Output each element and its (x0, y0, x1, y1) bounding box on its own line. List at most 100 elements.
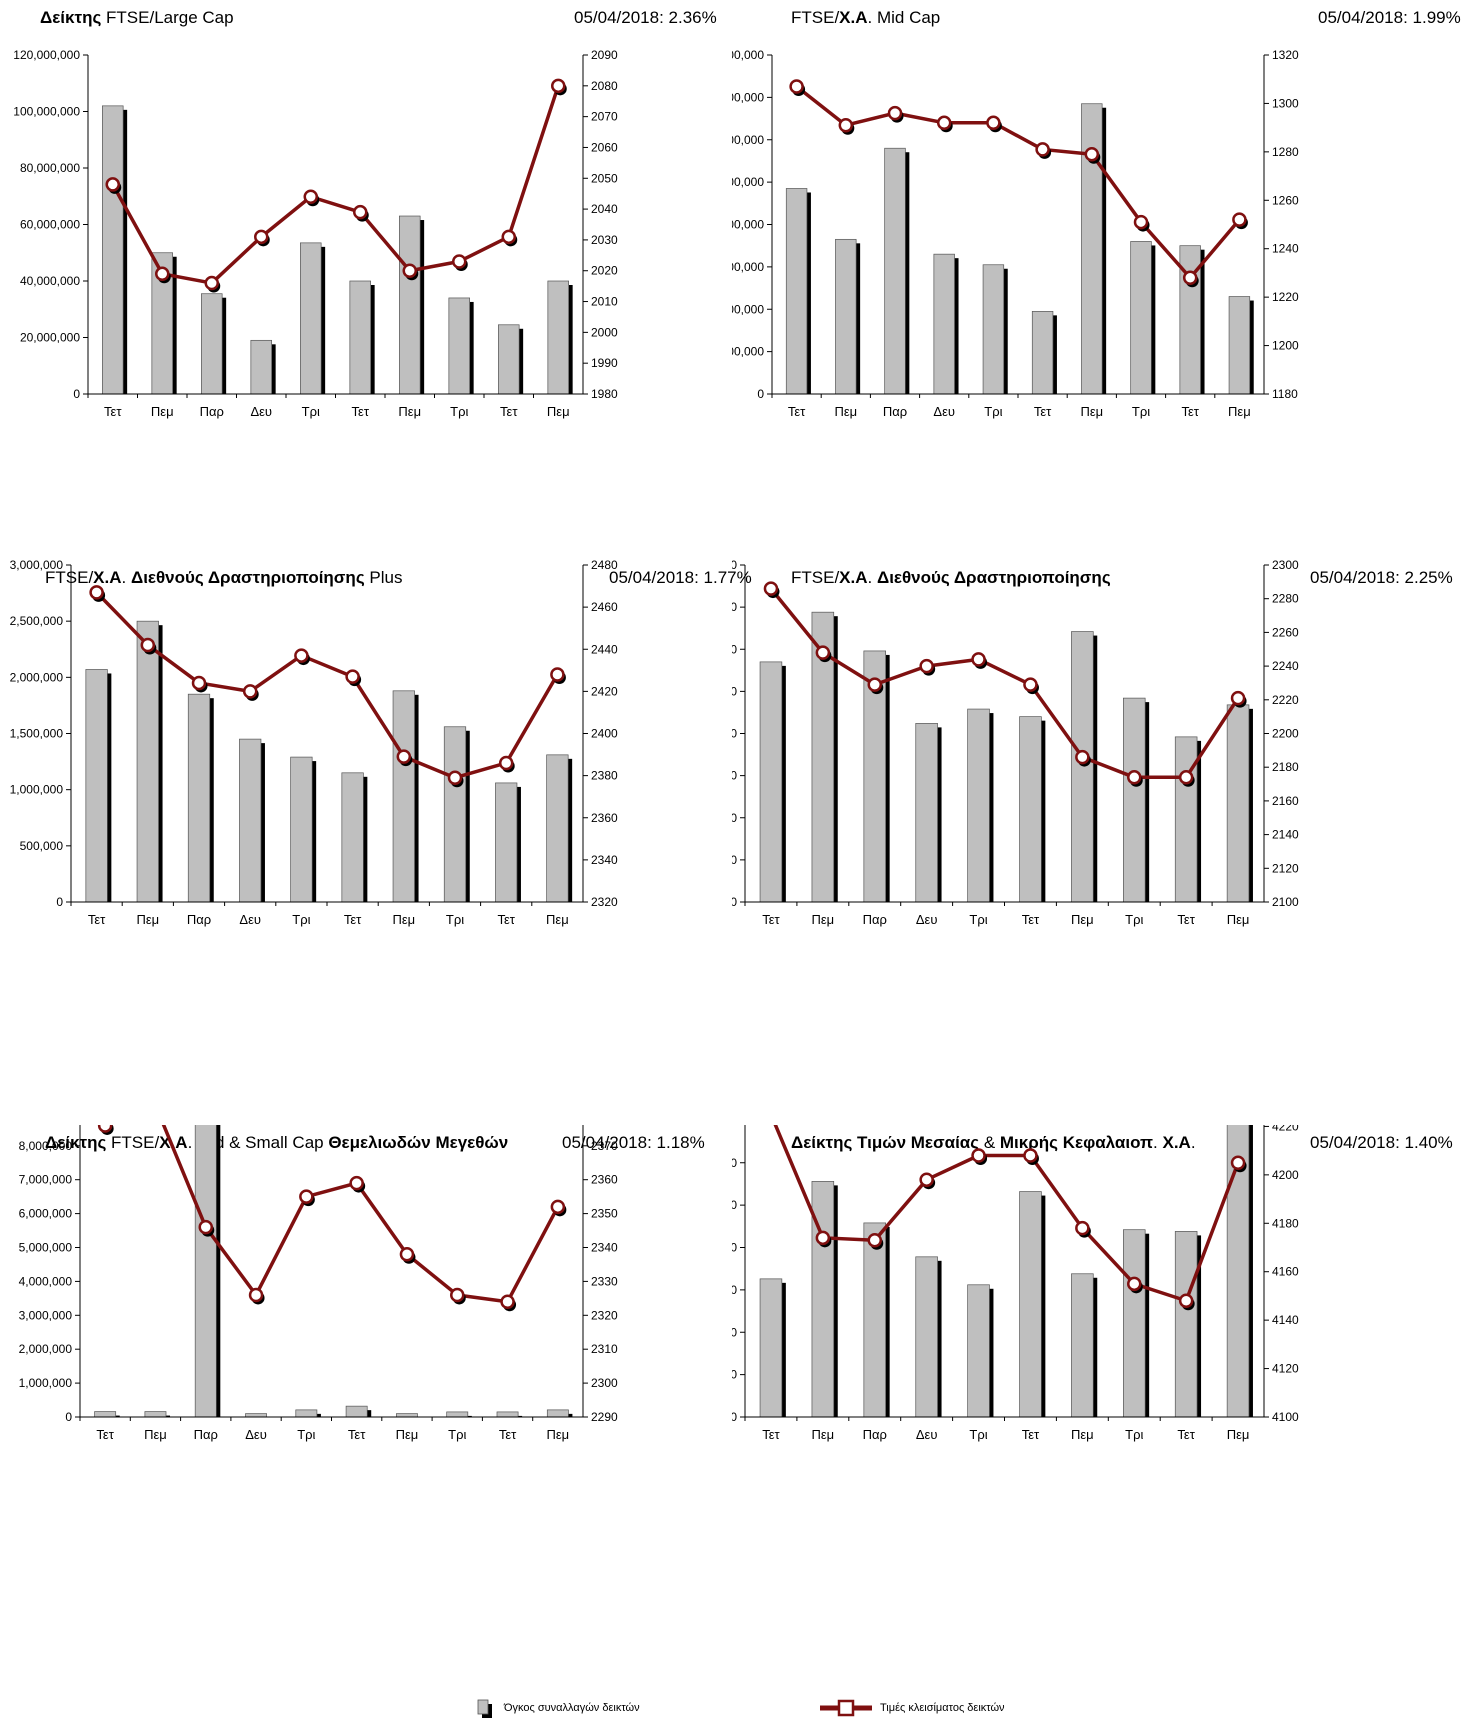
left-axis-tick-label: 0 (73, 387, 80, 401)
bar (290, 756, 313, 903)
x-axis-tick-label: Πεμ (546, 912, 569, 927)
price-marker (452, 254, 467, 269)
x-axis-tick-label: Τρι (448, 1427, 466, 1442)
left-axis-tick-label: 40,000,000 (20, 274, 80, 288)
x-axis-tick-label: Τετ (762, 912, 780, 927)
price-marker (1075, 749, 1090, 765)
left-axis-tick-label: 0 (65, 1410, 72, 1424)
x-axis-tick-label: Τετ (1034, 404, 1052, 419)
left-axis-tick-label: 0 (732, 895, 737, 909)
x-axis-tick-label: Τετ (348, 1427, 366, 1442)
bar (239, 738, 262, 903)
left-axis-tick-label: 5,000,000 (19, 1241, 73, 1255)
price-marker (450, 1287, 465, 1303)
left-axis-tick-label: 12,000,000 (732, 133, 764, 147)
left-axis-tick-label: 2,000,000 (732, 727, 737, 741)
bar (392, 690, 415, 903)
x-axis-tick-label: Τετ (500, 404, 518, 419)
x-axis-tick-label: Παρ (200, 404, 224, 419)
chart-title-segment: Χ.Α (93, 568, 122, 587)
x-axis-tick-label: Τετ (96, 1427, 114, 1442)
x-axis-tick-label: Παρ (883, 404, 907, 419)
chart-title-segment: Δείκτης (45, 1133, 107, 1152)
right-axis-tick-label: 1300 (1272, 96, 1299, 110)
left-axis-tick-label: 3,000,000 (10, 560, 64, 572)
left-axis-tick-label: 16,000,000 (732, 48, 764, 62)
legend-price: Τιμές κλεισίματος δεικτών (818, 1698, 1005, 1718)
chart-panel-3: FTSE/Χ.Α. Διεθνούς Δραστηριοποίησης 05/0… (732, 560, 1464, 1120)
x-axis-tick-label: Πεμ (398, 404, 421, 419)
price-marker (1232, 212, 1247, 227)
x-axis-tick-label: Παρ (194, 1427, 218, 1442)
right-axis-tick-label: 2310 (591, 1342, 618, 1356)
left-axis-tick-label: 3,500,000 (732, 600, 737, 614)
right-axis-tick-label: 2300 (1272, 560, 1299, 572)
left-axis-tick-label: 2,000,000 (10, 670, 64, 684)
right-axis-tick-label: 2040 (591, 202, 618, 216)
chart-svg: 0 500,000 1,000,000 1,500,000 2,000,000 2,500… (10, 560, 618, 927)
left-axis-tick-label: 500,000 (20, 839, 64, 853)
right-axis-tick-label: 4200 (1272, 1168, 1299, 1182)
right-axis-tick-label: 2070 (591, 110, 618, 124)
x-axis-tick-label: Πεμ (392, 912, 415, 927)
price-marker (105, 177, 120, 192)
price-marker (303, 189, 318, 205)
bar (498, 324, 520, 395)
left-axis-tick-label: 2,000,000 (732, 345, 764, 359)
bar (915, 723, 938, 903)
right-axis-tick-label: 2010 (591, 295, 618, 309)
x-axis-tick-label: Τρι (446, 912, 464, 927)
price-marker (551, 78, 566, 94)
price-marker (345, 669, 360, 684)
left-axis-tick-label: 20,000,000 (20, 331, 80, 345)
right-axis-tick-label: 2380 (591, 769, 618, 783)
chart-title-segment: Διεθνούς Δραστηριοποίησης (130, 568, 365, 587)
x-axis-tick-label: Πεμ (547, 404, 570, 419)
chart-change-label: 05/04/2018: 1.18% (562, 1133, 705, 1152)
bar (1226, 704, 1250, 903)
left-axis-tick-label: 0 (56, 895, 63, 909)
left-axis-tick-label: 350,000 (732, 1125, 737, 1127)
price-marker (1075, 1220, 1090, 1236)
left-axis-tick-label: 4,000,000 (732, 302, 764, 316)
chart-title-segment: Δείκτης Τιμών Μεσαίας (791, 1133, 980, 1152)
x-axis-tick-label: Δευ (250, 404, 272, 419)
right-axis-tick-label: 2200 (1272, 727, 1299, 741)
bar (396, 1413, 418, 1418)
price-marker (498, 755, 514, 771)
left-axis-tick-label: 4,000,000 (732, 560, 737, 572)
price-marker (971, 1148, 986, 1163)
right-axis-tick-label: 2050 (591, 171, 618, 185)
x-axis-tick-label: Τρι (302, 404, 320, 419)
chart-title-segment: . Mid & Small Cap (187, 1133, 329, 1152)
left-axis-tick-label: 250,000 (732, 1198, 737, 1212)
price-marker (97, 1125, 113, 1133)
right-axis-tick-label: 2080 (591, 79, 618, 93)
right-axis-tick-label: 1980 (591, 387, 618, 401)
left-axis-tick-label: 0 (732, 1410, 737, 1424)
bar (884, 147, 906, 395)
price-marker (550, 667, 565, 682)
chart-title-segment: FTSE/ (45, 568, 94, 587)
price-marker (155, 266, 170, 282)
x-axis-tick-label: Τετ (499, 1427, 517, 1442)
left-axis-tick-label: 3,000,000 (732, 642, 737, 656)
bar (495, 782, 518, 903)
chart-svg: 0 500,000 1,000,000 1,500,000 2,000,000 2,500… (732, 560, 1299, 927)
right-axis-tick-label: 2350 (591, 1207, 618, 1221)
right-axis-tick-label: 2060 (591, 140, 618, 154)
left-axis-tick-label: 4,000,000 (19, 1274, 73, 1288)
x-axis-tick-label: Τετ (1177, 912, 1195, 927)
price-marker (1023, 677, 1038, 692)
right-axis-tick-label: 2440 (591, 642, 618, 656)
chart-svg: 0 50,000 100,000 150,000 200,000 250,000 300,0… (732, 1125, 1299, 1442)
bar-swatch-icon (477, 1699, 492, 1718)
price-marker (1178, 1293, 1194, 1309)
bar (1130, 241, 1152, 395)
price-marker (1084, 147, 1100, 162)
bar (446, 1411, 469, 1418)
chart-change-label: 05/04/2018: 1.40% (1310, 1133, 1453, 1152)
bar (1123, 697, 1146, 903)
bar (1031, 311, 1054, 395)
bar (933, 253, 955, 395)
